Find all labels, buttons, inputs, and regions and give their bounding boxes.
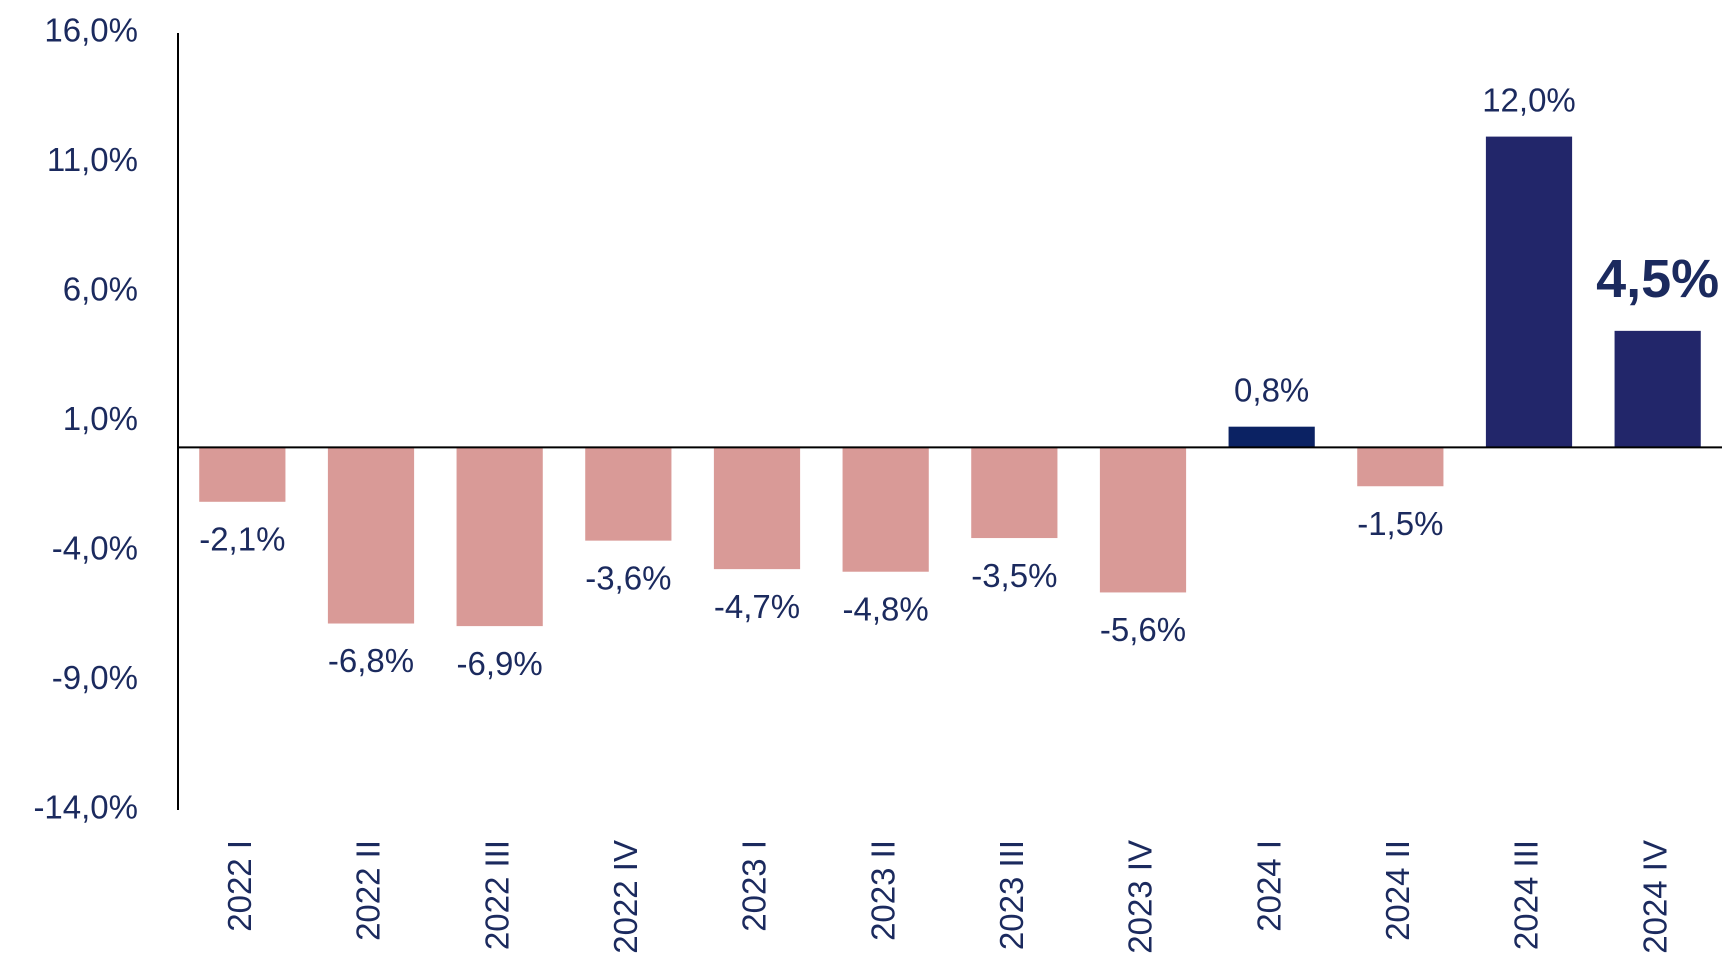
y-tick-label: -9,0%	[52, 659, 138, 696]
bar	[1614, 330, 1701, 448]
y-tick-label: -14,0%	[33, 789, 138, 826]
value-label: -3,6%	[585, 559, 671, 596]
value-label: 12,0%	[1482, 81, 1576, 118]
y-tick-label: 6,0%	[63, 271, 138, 308]
value-label: -3,5%	[971, 557, 1057, 594]
x-tick-label: 2023 III	[993, 840, 1030, 950]
x-tick-label: 2022 IV	[607, 840, 644, 954]
x-tick-label: 2024 IV	[1636, 840, 1673, 954]
bar	[713, 447, 801, 570]
y-tick-label: 1,0%	[63, 400, 138, 437]
bar	[456, 447, 543, 627]
value-label: -1,5%	[1357, 505, 1443, 542]
x-tick-label: 2022 II	[350, 840, 387, 941]
x-tick-label: 2022 I	[221, 840, 258, 932]
bar	[1357, 447, 1444, 487]
value-label: -5,6%	[1100, 611, 1186, 648]
bar	[1099, 447, 1187, 593]
x-tick-label: 2024 III	[1508, 840, 1545, 950]
x-tick-label: 2023 I	[736, 840, 773, 932]
bar	[327, 447, 415, 624]
x-tick-label: 2024 II	[1379, 840, 1416, 941]
bar	[199, 447, 286, 502]
y-tick-label: -4,0%	[52, 530, 138, 567]
bar	[971, 447, 1058, 539]
value-label: 0,8%	[1234, 371, 1309, 408]
value-label: 4,5%	[1596, 249, 1719, 309]
value-label: -2,1%	[199, 521, 285, 558]
y-tick-label: 11,0%	[47, 141, 138, 178]
bar	[1485, 136, 1573, 448]
x-tick-label: 2024 I	[1250, 840, 1287, 932]
bar	[585, 447, 672, 541]
value-label: -4,8%	[843, 590, 929, 627]
x-tick-label: 2023 II	[864, 840, 901, 941]
value-label: -6,9%	[457, 645, 543, 682]
value-label: -6,8%	[328, 642, 414, 679]
x-tick-label: 2022 III	[478, 840, 515, 950]
bar	[842, 447, 929, 572]
bar	[1228, 426, 1315, 448]
y-tick-label: 16,0%	[44, 12, 138, 49]
value-label: -4,7%	[714, 588, 800, 625]
x-tick-label: 2023 IV	[1122, 840, 1159, 954]
